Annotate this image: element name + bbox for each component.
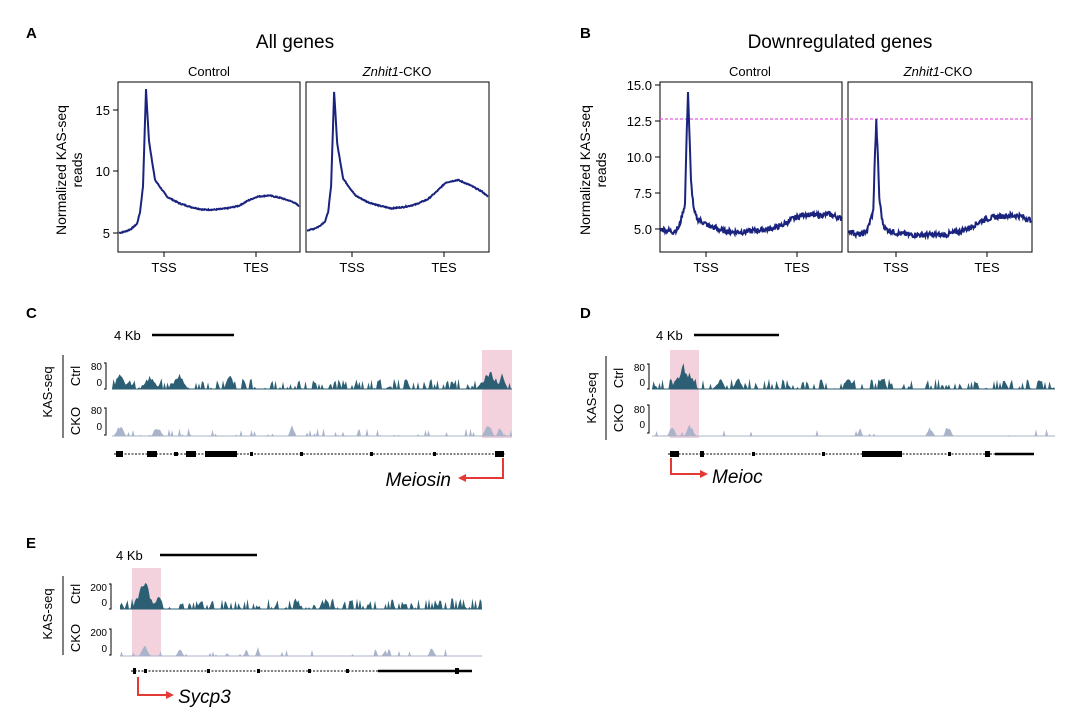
plot-frame-a-cko (305, 81, 490, 253)
y-axis-label-b: Normalized KAS-seqreads (577, 105, 609, 235)
xtick-label-a-cko-tes: TES (431, 260, 457, 275)
track-label-c-ctrl: Ctrl (68, 366, 83, 386)
track-scale-bracket-e-ctrl (109, 583, 112, 610)
panel-a: A All genes Control Znhit1-CKO Normalize… (26, 25, 490, 275)
track-scale-max-c-cko: 80 (91, 406, 103, 417)
highlight-region-c (482, 350, 512, 438)
xtick-label-a-ctrl-tes: TES (243, 260, 269, 275)
profile-line-b-control (660, 91, 842, 238)
track-scale-bracket-d-ctrl (647, 363, 650, 390)
ytick-label-a-15: 15 (96, 103, 110, 118)
track-label-d-ctrl: Ctrl (611, 368, 626, 388)
gene-label-c: Meiosin (386, 470, 451, 491)
track-scale-max-d-ctrl: 80 (634, 363, 646, 374)
plot-frame-b-cko (847, 81, 1033, 253)
tss-arrow-e (137, 677, 174, 699)
panel-title-b: Downregulated genes (748, 32, 933, 53)
scale-label-e: 4 Kb (116, 548, 143, 563)
track-scale-max-d-cko: 80 (634, 405, 646, 416)
panel-letter-d: D (580, 305, 591, 322)
gene-label-e: Sycp3 (178, 687, 231, 708)
track-label-e-ctrl: Ctrl (68, 584, 83, 604)
track-scale-zero-d-ctrl: 0 (639, 378, 645, 389)
profile-line-b-cko (848, 119, 1032, 241)
signal-track-e-cko (120, 645, 482, 657)
tss-arrow-d (670, 458, 708, 478)
subplot-title-b-cko: Znhit1-CKO (903, 64, 973, 79)
xtick-label-b-ctrl-tes: TES (784, 260, 810, 275)
subplot-title-b-control: Control (729, 64, 771, 79)
y-axis-label-a: Normalized KAS-seqreads (53, 105, 85, 235)
gene-model-d (668, 451, 1034, 457)
gene-model-e (131, 668, 472, 674)
subplot-title-a-control: Control (188, 64, 230, 79)
track-label-d-cko: CKO (611, 404, 626, 432)
track-scale-bracket-d-cko (647, 404, 650, 434)
plot-frame-b-control (659, 81, 843, 253)
subplot-title-a-cko: Znhit1-CKO (362, 64, 432, 79)
ytick-label-b-5: 5.0 (634, 222, 652, 237)
highlight-region-e (132, 568, 161, 656)
panel-letter-e: E (26, 535, 36, 552)
track-scale-zero-c-cko: 0 (96, 422, 102, 433)
highlight-region-d (670, 350, 699, 438)
scale-label-d: 4 Kb (656, 328, 683, 343)
profile-line-a-control (118, 89, 300, 235)
track-scale-bracket-c-cko (104, 407, 107, 436)
panel-c: C 4 Kb KAS-seq Ctrl CKO 80 0 80 0 (26, 305, 512, 491)
ytick-label-a-10: 10 (96, 164, 110, 179)
xtick-label-a-cko-tss: TSS (339, 260, 365, 275)
gene-label-d: Meioc (712, 467, 763, 488)
ytick-label-b-12-5: 12.5 (627, 114, 652, 129)
ytick-label-b-10: 10.0 (627, 150, 652, 165)
xtick-label-b-cko-tes: TES (974, 260, 1000, 275)
ytick-label-a-5: 5 (103, 226, 110, 241)
track-scale-max-c-ctrl: 80 (91, 362, 103, 373)
signal-track-c-cko (112, 425, 512, 437)
track-group-label-e: KAS-seq (40, 588, 55, 639)
track-label-e-cko: CKO (68, 624, 83, 652)
track-scale-zero-c-ctrl: 0 (96, 378, 102, 389)
track-scale-zero-d-cko: 0 (639, 420, 645, 431)
track-group-label-c: KAS-seq (40, 366, 55, 417)
track-scale-max-e-ctrl: 200 (90, 583, 107, 594)
panel-letter-b: B (580, 25, 591, 42)
scale-label-c: 4 Kb (114, 328, 141, 343)
ytick-label-b-15: 15.0 (627, 78, 652, 93)
panel-letter-a: A (26, 25, 37, 42)
signal-track-c-ctrl (112, 371, 512, 390)
plot-frame-a-control (117, 81, 301, 253)
track-scale-bracket-c-ctrl (104, 362, 107, 390)
panel-b: B Downregulated genes Control Znhit1-CKO… (577, 25, 1033, 275)
signal-track-e-ctrl (120, 582, 482, 610)
panel-e: E 4 Kb KAS-seq Ctrl CKO 200 0 200 0 Sycp… (26, 535, 482, 708)
track-scale-bracket-e-cko (109, 628, 112, 656)
tss-arrow-c (458, 458, 504, 482)
track-scale-zero-e-ctrl: 0 (101, 598, 107, 609)
track-group-label-d: KAS-seq (584, 372, 599, 423)
xtick-label-a-ctrl-tss: TSS (151, 260, 177, 275)
track-scale-max-e-cko: 200 (90, 628, 107, 639)
signal-track-d-ctrl (652, 363, 1055, 390)
signal-track-d-cko (652, 424, 1055, 437)
xtick-label-b-cko-tss: TSS (883, 260, 909, 275)
panel-d: D 4 Kb KAS-seq Ctrl CKO 80 0 80 0 Meioc (580, 305, 1055, 488)
profile-line-a-cko (307, 91, 489, 232)
xtick-label-b-ctrl-tss: TSS (693, 260, 719, 275)
track-scale-zero-e-cko: 0 (101, 644, 107, 655)
ytick-label-b-7-5: 7.5 (634, 186, 652, 201)
panel-letter-c: C (26, 305, 37, 322)
track-label-c-cko: CKO (68, 407, 83, 435)
gene-model-c (114, 451, 506, 457)
panel-title-a: All genes (256, 32, 334, 53)
